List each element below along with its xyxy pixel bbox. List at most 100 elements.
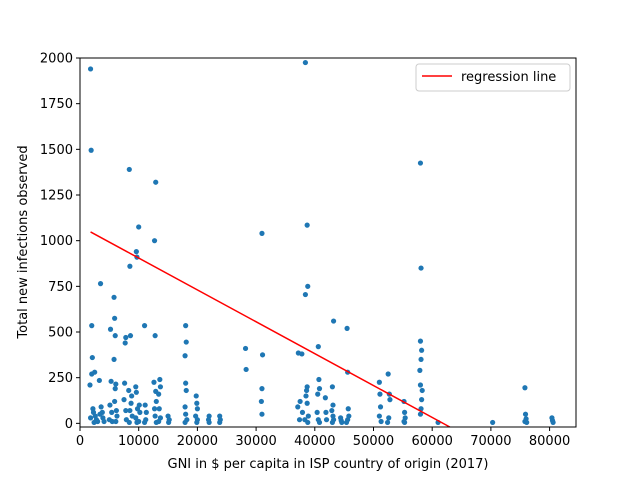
data-point xyxy=(183,387,189,394)
data-point xyxy=(418,265,424,271)
data-point xyxy=(123,407,129,414)
data-point xyxy=(111,294,117,300)
data-point xyxy=(417,160,424,166)
data-point xyxy=(133,389,139,395)
data-point xyxy=(259,352,266,358)
data-point xyxy=(304,222,310,228)
data-point xyxy=(136,402,142,408)
data-point xyxy=(98,404,104,410)
data-point xyxy=(402,419,408,426)
data-point xyxy=(522,385,528,391)
data-point xyxy=(96,377,102,384)
data-point xyxy=(419,397,425,403)
data-point xyxy=(418,356,424,363)
data-point xyxy=(339,419,345,426)
data-point xyxy=(417,411,424,417)
data-point xyxy=(87,415,94,421)
data-point xyxy=(136,418,142,425)
y-axis-ticks: 0 250 500 750 1000 1250 1500 1750 2000 xyxy=(40,52,80,432)
data-point xyxy=(314,409,320,415)
data-point xyxy=(419,347,425,353)
data-point xyxy=(108,378,114,384)
data-point xyxy=(296,417,303,423)
data-point xyxy=(112,315,118,321)
y-tick-label: 750 xyxy=(48,280,73,295)
regression-layer xyxy=(90,231,451,428)
data-point xyxy=(122,380,128,386)
data-point xyxy=(243,366,249,373)
data-point xyxy=(259,230,265,236)
data-point xyxy=(91,419,97,426)
data-point xyxy=(302,59,308,66)
data-point xyxy=(156,406,162,412)
data-point xyxy=(193,393,199,399)
data-point xyxy=(97,281,104,287)
data-point xyxy=(113,418,119,425)
data-point xyxy=(109,409,115,415)
data-point xyxy=(157,384,164,390)
data-point xyxy=(304,400,310,406)
data-point xyxy=(302,291,308,298)
data-point xyxy=(316,386,323,392)
data-point xyxy=(329,407,335,414)
data-point xyxy=(299,409,306,415)
data-point xyxy=(107,402,113,408)
data-point xyxy=(316,419,323,426)
data-point xyxy=(377,391,383,397)
data-point xyxy=(194,406,200,412)
data-point xyxy=(136,224,142,230)
data-point xyxy=(121,397,127,403)
y-tick-label: 1000 xyxy=(40,234,73,249)
data-point xyxy=(112,333,118,339)
data-point xyxy=(141,419,148,426)
data-point xyxy=(316,376,322,383)
data-point xyxy=(417,338,424,344)
data-point xyxy=(156,391,162,397)
data-point xyxy=(490,419,496,426)
data-point xyxy=(88,147,94,153)
data-point xyxy=(330,318,337,324)
data-point xyxy=(97,411,103,417)
data-point xyxy=(377,404,384,410)
data-point xyxy=(137,409,143,415)
y-tick-label: 500 xyxy=(48,326,73,341)
y-tick-label: 1250 xyxy=(40,189,73,204)
data-point xyxy=(194,400,200,406)
data-point xyxy=(242,345,249,352)
data-point xyxy=(299,351,305,357)
data-point xyxy=(303,393,309,399)
data-point xyxy=(129,393,135,399)
data-point xyxy=(112,386,118,392)
data-point xyxy=(114,413,120,419)
data-point xyxy=(206,419,212,426)
data-point xyxy=(323,409,329,415)
y-axis-label: Total new infections observed xyxy=(16,145,31,339)
data-point xyxy=(127,407,133,414)
data-point xyxy=(322,395,328,401)
data-point xyxy=(151,406,158,412)
data-point xyxy=(329,384,335,390)
plot-frame xyxy=(79,57,577,428)
data-point xyxy=(258,398,264,405)
data-point xyxy=(152,333,158,339)
data-point xyxy=(156,418,162,425)
x-tick-label: 50000 xyxy=(353,434,394,449)
data-point xyxy=(305,413,311,419)
data-point xyxy=(345,406,351,412)
legend: regression line xyxy=(415,63,571,92)
data-point xyxy=(153,179,159,185)
y-tick-label: 1500 xyxy=(40,143,73,158)
data-point xyxy=(330,402,336,408)
data-point xyxy=(153,398,159,405)
data-point xyxy=(143,409,149,415)
data-point xyxy=(111,356,117,363)
data-point xyxy=(384,419,391,426)
data-point xyxy=(522,411,529,417)
data-point xyxy=(87,66,94,72)
x-axis-label: GNI in $ per capita in ISP country of or… xyxy=(168,457,489,472)
data-point xyxy=(183,411,189,417)
data-point xyxy=(112,398,118,405)
data-point xyxy=(89,323,95,329)
data-point xyxy=(128,400,134,406)
